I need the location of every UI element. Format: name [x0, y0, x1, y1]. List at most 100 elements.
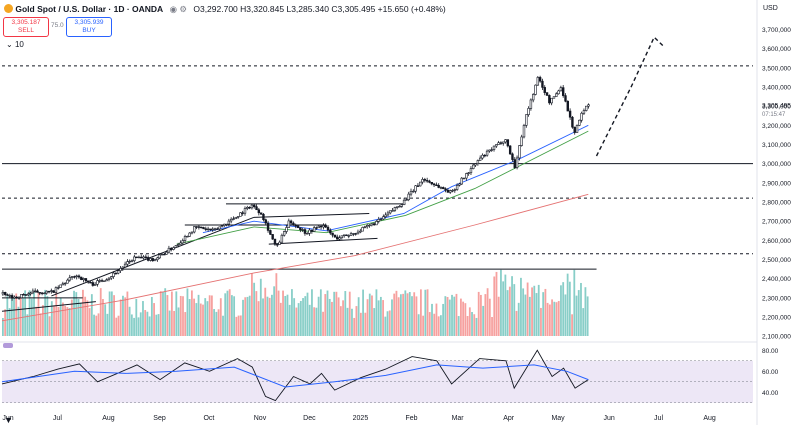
volume-bar [468, 307, 471, 336]
candle [455, 183, 459, 191]
candle-body [239, 212, 242, 217]
volume-bar [175, 291, 178, 336]
candle [478, 155, 482, 161]
candle [105, 278, 108, 282]
candle-body [347, 235, 350, 237]
candle-body [395, 206, 399, 208]
volume-bar [528, 296, 531, 336]
candle-body [80, 276, 83, 280]
volume-bar [553, 301, 556, 336]
candle-body [398, 206, 401, 208]
sell-button[interactable]: 3,305.187 SELL [3, 17, 49, 37]
x-tick-label: Sep [153, 415, 166, 422]
candle [33, 288, 37, 293]
candle-body [199, 226, 203, 229]
candle [578, 119, 581, 127]
candle-body [10, 295, 14, 299]
volume-bar [500, 269, 502, 336]
candle-body [310, 229, 314, 232]
candle [439, 186, 443, 190]
candle-body [133, 256, 136, 262]
candle-body [45, 290, 48, 294]
volume-bar [179, 295, 182, 336]
candle-body [29, 292, 32, 295]
candle [80, 276, 83, 281]
y-tick-label: 2,400,000 [762, 276, 791, 283]
candle-body [409, 190, 413, 195]
candle-body [437, 185, 440, 188]
candle [151, 257, 154, 262]
candle-body [419, 181, 422, 187]
indicator-toggle[interactable]: ⌄ 10 [6, 40, 24, 49]
candle [481, 153, 484, 160]
y-tick-label: 3,400,000 [762, 85, 791, 92]
volume-bar [93, 314, 95, 336]
candle [273, 238, 277, 246]
candle-body [40, 292, 44, 294]
rsi-tick-label: 80.00 [762, 348, 779, 355]
volume-bar [586, 296, 589, 336]
volume-bar [364, 312, 367, 336]
candle [559, 85, 563, 92]
candle [271, 234, 274, 240]
candle-body [243, 208, 247, 214]
candle [93, 282, 97, 286]
candle [485, 149, 489, 157]
candle-body [324, 225, 327, 228]
x-tick-label: Mar [452, 415, 465, 422]
indicator-label: 10 [14, 40, 24, 49]
candle [193, 226, 196, 234]
volume-bar [33, 290, 35, 336]
volume-bar [535, 293, 538, 336]
volume-bar [508, 286, 511, 336]
candle-body [68, 277, 71, 281]
candle-body [575, 125, 579, 133]
candle-body [582, 110, 586, 114]
volume-bar [159, 291, 162, 336]
trendline [51, 216, 255, 297]
projection-path [595, 36, 665, 157]
candle-body [568, 110, 572, 118]
volume-bar [355, 306, 358, 336]
candle-body [209, 228, 212, 231]
candle [322, 223, 325, 230]
candle-body [400, 204, 403, 207]
candle-body [266, 222, 270, 231]
volume-bar [486, 288, 489, 336]
volume-bar [188, 299, 191, 336]
volume-bar [571, 314, 573, 336]
candle-body [43, 292, 46, 295]
candle [294, 223, 297, 229]
candle-body [20, 294, 23, 299]
volume-bar [153, 303, 155, 336]
candle-body [225, 223, 228, 226]
volume-bar [506, 290, 509, 336]
eye-icon[interactable]: ◉ [169, 4, 177, 14]
candle-body [428, 180, 431, 183]
candle [414, 185, 417, 194]
candle-body [246, 206, 249, 209]
settings-icon[interactable]: ⚙ [179, 4, 187, 14]
rsi-collapse-icon[interactable] [3, 343, 13, 348]
candle-body [167, 247, 171, 253]
candle [176, 242, 180, 248]
candle [527, 106, 530, 117]
candle-body [193, 226, 196, 233]
candle [538, 75, 542, 83]
candle [536, 76, 540, 86]
buy-button[interactable]: 3,305.939 BUY [66, 17, 112, 37]
currency-label[interactable]: USD [763, 5, 778, 12]
candle-body [253, 204, 256, 207]
candle-body [70, 276, 74, 278]
volume-bar [291, 289, 293, 336]
volume-bar [433, 313, 436, 336]
candle-body [220, 225, 224, 228]
candle [174, 245, 178, 248]
volume-bar [315, 307, 318, 336]
candle-body [578, 119, 581, 126]
volume-bar [17, 306, 20, 336]
symbol-title[interactable]: Gold Spot / U.S. Dollar · 1D · OANDA [15, 4, 164, 14]
volume-bar [415, 296, 418, 336]
